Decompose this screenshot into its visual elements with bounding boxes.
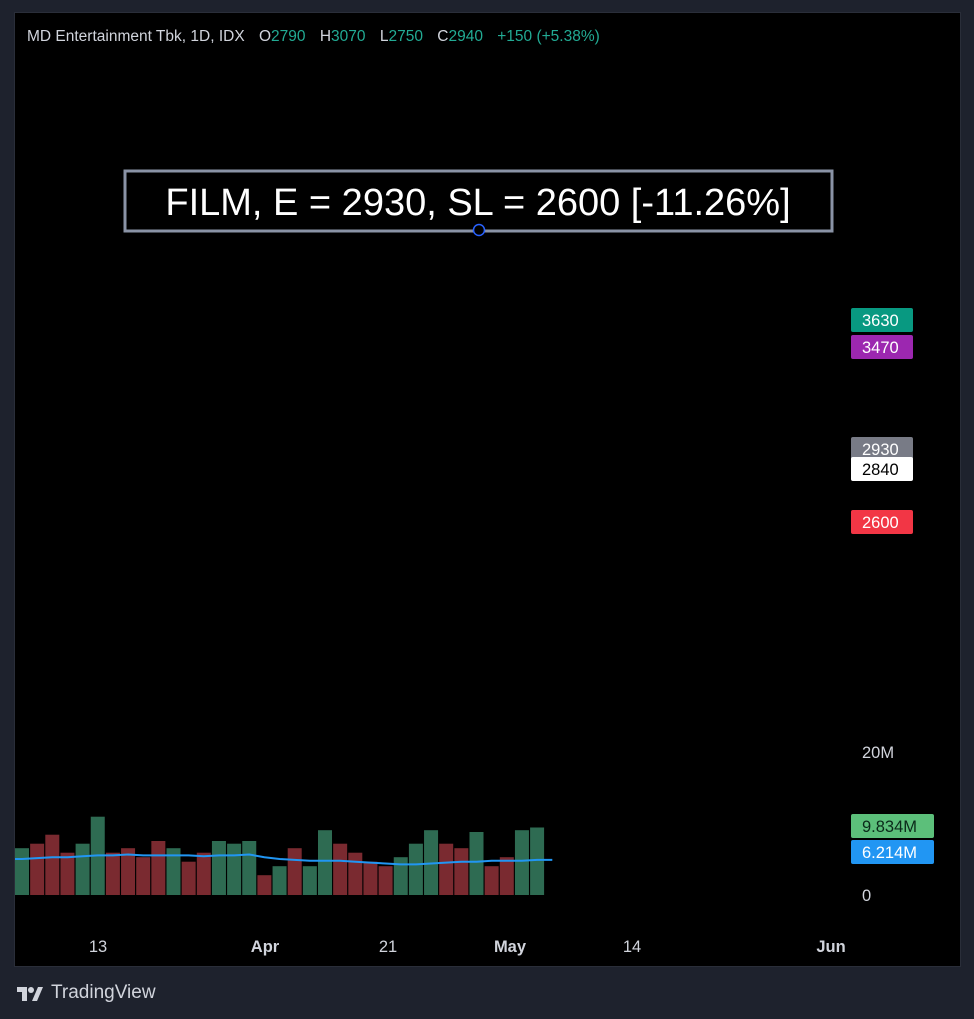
price-tag: 2930 xyxy=(851,437,913,461)
volume-bar xyxy=(45,834,60,895)
price-tag-bg xyxy=(851,457,913,481)
open-label: O xyxy=(258,28,272,45)
volume-bar xyxy=(408,843,423,895)
price-tag-label: 2930 xyxy=(862,441,899,459)
volume-bar xyxy=(105,852,120,895)
volume-bar xyxy=(211,841,226,895)
x-tick-label: May xyxy=(494,938,527,956)
annotation-text: FILM, E = 2930, SL = 2600 [-11.26%] xyxy=(165,182,790,224)
volume-bar xyxy=(499,857,514,895)
volume-bar xyxy=(151,841,166,895)
tradingview-logo-icon xyxy=(17,987,43,1001)
low-value: 2750 xyxy=(388,28,423,45)
price-tag-label: 2840 xyxy=(862,461,899,479)
x-tick-label: 13 xyxy=(89,938,107,956)
volume-bar xyxy=(484,866,499,895)
price-tag: 3630 xyxy=(851,308,913,332)
volume-bar xyxy=(514,830,529,895)
price-tag-label: 3470 xyxy=(862,339,899,357)
volume-axis-label: 20M xyxy=(862,744,894,762)
volume-bar xyxy=(15,848,29,895)
volume-tag: 9.834M xyxy=(851,814,934,838)
high-value: 3070 xyxy=(331,28,366,45)
annotation-anchor-icon[interactable] xyxy=(472,223,486,237)
x-tick-label: 14 xyxy=(623,938,641,956)
x-tick-label: Jun xyxy=(816,938,845,956)
price-tag: 2840 xyxy=(851,457,913,481)
symbol-title: MD Entertainment Tbk, 1D, IDX xyxy=(27,28,245,45)
low-label: L xyxy=(379,28,389,45)
price-tag-bg xyxy=(851,510,913,534)
volume-bar xyxy=(181,861,196,895)
close-value: 2940 xyxy=(448,28,483,45)
volume-bar xyxy=(60,852,75,895)
volume-bar xyxy=(166,848,181,895)
volume-bar xyxy=(469,832,484,895)
volume-bar xyxy=(439,843,454,895)
volume-bar xyxy=(227,843,242,895)
volume-bar xyxy=(333,843,348,895)
high-label: H xyxy=(319,28,332,45)
x-tick-label: Apr xyxy=(251,938,280,956)
volume-bar xyxy=(378,866,393,895)
price-tag-bg xyxy=(851,308,913,332)
price-tag: 3470 xyxy=(851,335,913,359)
volume-bar xyxy=(257,875,272,895)
brand-name: TradingView xyxy=(51,982,156,1003)
volume-tag-bg xyxy=(851,814,934,838)
volume-bar xyxy=(393,857,408,895)
price-tag: 2600 xyxy=(851,510,913,534)
volume-bar xyxy=(363,861,378,895)
x-tick-label: 21 xyxy=(379,938,397,956)
volume-bar xyxy=(302,866,317,895)
volume-bar xyxy=(530,827,545,895)
volume-bar xyxy=(454,848,469,895)
volume-bar xyxy=(136,857,151,895)
change-value: +150 (+5.38%) xyxy=(497,28,600,45)
volume-bar xyxy=(30,843,45,895)
volume-bar xyxy=(318,830,332,895)
open-value: 2790 xyxy=(271,28,306,45)
annotation-frame xyxy=(123,169,834,233)
volume-ma-line xyxy=(15,853,553,866)
close-label: C xyxy=(437,28,449,45)
price-tag-bg xyxy=(851,437,913,461)
volume-bar xyxy=(196,852,211,895)
annotation-box[interactable]: FILM, E = 2930, SL = 2600 [-11.26%] xyxy=(123,169,834,237)
volume-bar xyxy=(348,852,363,895)
price-tag-label: 2600 xyxy=(862,514,899,532)
volume-bar xyxy=(242,841,257,895)
tradingview-logo[interactable]: TradingView xyxy=(15,982,156,1004)
volume-bar xyxy=(287,848,302,895)
volume-tag-label: 6.214M xyxy=(862,844,917,862)
volume-axis-label: 0 xyxy=(862,887,871,905)
volume-tag-label: 9.834M xyxy=(862,818,917,836)
volume-bar xyxy=(75,843,90,895)
price-tag-label: 3630 xyxy=(862,312,899,330)
volume-tag-bg xyxy=(851,840,934,864)
symbol-legend: MD Entertainment Tbk, 1D, IDX O2790 H307… xyxy=(27,28,600,46)
volume-bar xyxy=(272,866,287,895)
price-tag-bg xyxy=(851,335,913,359)
volume-tag: 6.214M xyxy=(851,840,934,864)
volume-bar xyxy=(121,848,136,895)
